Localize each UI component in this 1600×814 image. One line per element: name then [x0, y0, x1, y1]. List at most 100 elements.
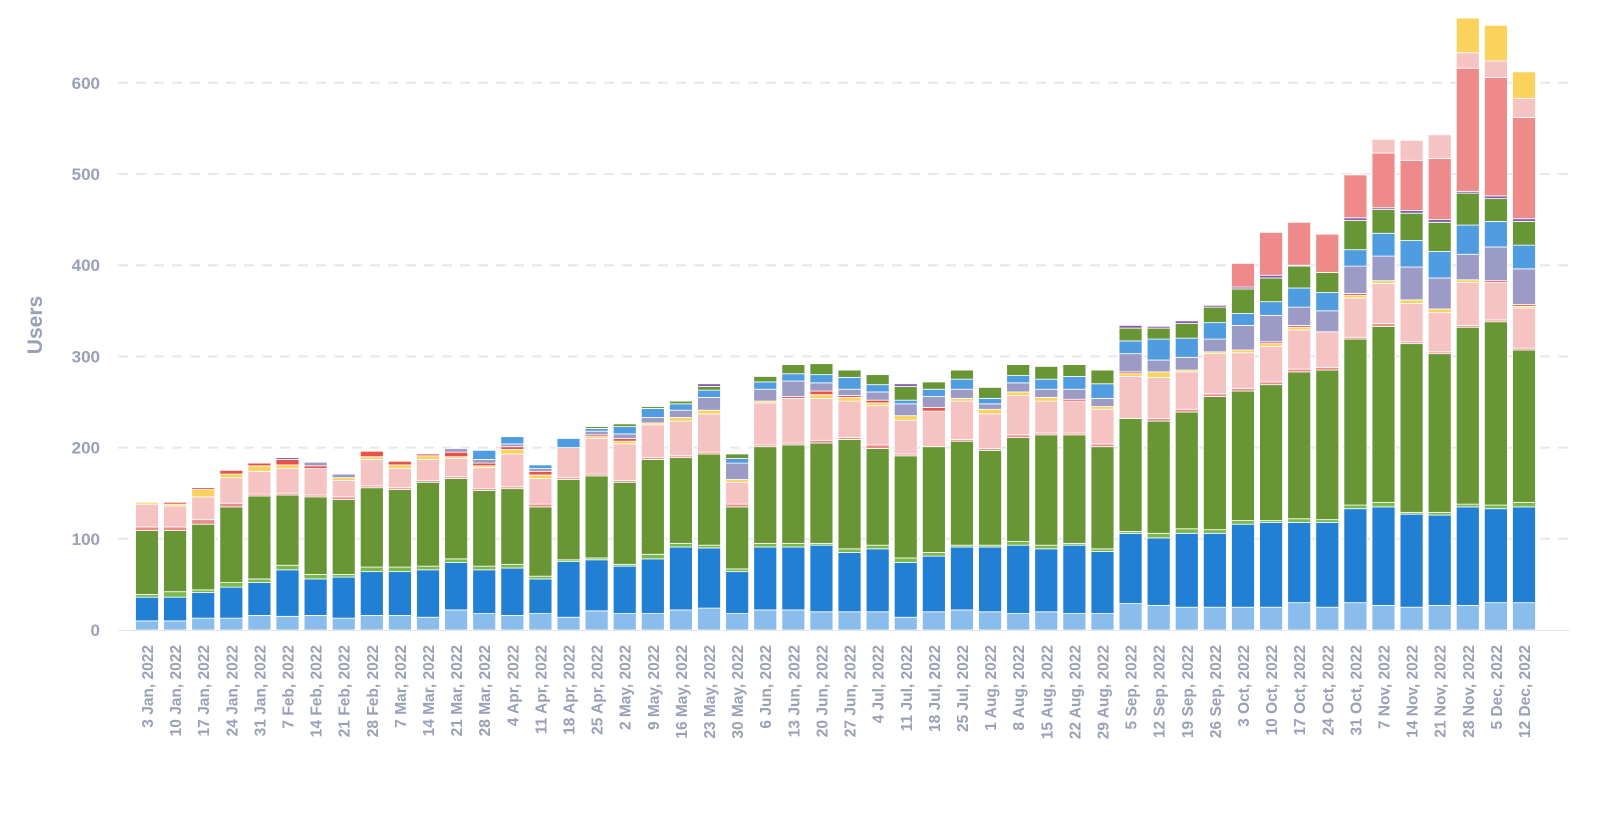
bar-segment-series-11[interactable] [275, 457, 300, 460]
bar-segment-series-5[interactable] [865, 405, 890, 446]
bar-segment-series-13[interactable] [1512, 97, 1536, 118]
bar-segment-series-6[interactable] [1146, 371, 1171, 378]
bar-segment-series-0[interactable] [1006, 613, 1031, 631]
bar-segment-series-6[interactable] [865, 402, 890, 407]
bar-segment-series-3[interactable] [163, 530, 188, 593]
bar-segment-series-5[interactable] [725, 481, 750, 505]
bar-segment-series-2[interactable] [135, 594, 159, 598]
bar-segment-series-1[interactable] [556, 561, 581, 618]
bar-segment-series-1[interactable] [753, 546, 778, 611]
bar-segment-series-2[interactable] [163, 591, 188, 598]
bar-segment-series-14[interactable] [1512, 71, 1536, 99]
bar-segment-series-11[interactable] [1483, 195, 1508, 200]
bar-segment-series-10[interactable] [697, 386, 721, 391]
bar-segment-series-4[interactable] [1231, 387, 1255, 392]
bar-segment-series-3[interactable] [725, 506, 750, 570]
bar-segment-series-3[interactable] [837, 438, 862, 550]
bar-segment-series-1[interactable] [331, 576, 356, 619]
bar-segment-series-2[interactable] [669, 542, 693, 548]
bar-segment-series-1[interactable] [612, 565, 637, 614]
bar-segment-series-1[interactable] [1062, 544, 1087, 614]
bar-segment-series-1[interactable] [978, 546, 1002, 613]
bar-segment-series-5[interactable] [697, 413, 721, 453]
bar-segment-series-8[interactable] [528, 468, 553, 472]
bar-segment-series-0[interactable] [219, 617, 244, 631]
bar-segment-series-3[interactable] [444, 478, 469, 560]
bar-segment-series-6[interactable] [388, 464, 412, 469]
bar-segment-series-12[interactable] [1287, 221, 1312, 266]
bar-segment-series-0[interactable] [612, 613, 637, 631]
bar-stack[interactable] [669, 400, 693, 631]
bar-segment-series-12[interactable] [1483, 76, 1508, 197]
bar-segment-series-3[interactable] [219, 506, 244, 583]
bar-segment-series-9[interactable] [893, 399, 918, 405]
bar-segment-series-9[interactable] [697, 389, 721, 398]
bar-stack[interactable] [275, 457, 300, 631]
bar-segment-series-9[interactable] [1371, 232, 1396, 257]
bar-segment-series-6[interactable] [331, 477, 356, 481]
bar-segment-series-2[interactable] [725, 568, 750, 573]
bar-segment-series-8[interactable] [893, 403, 918, 417]
bar-segment-series-8[interactable] [1006, 382, 1031, 393]
bar-stack[interactable] [163, 501, 188, 631]
bar-segment-series-2[interactable] [331, 573, 356, 578]
bar-segment-series-7[interactable] [219, 469, 244, 475]
bar-segment-series-2[interactable] [1231, 520, 1255, 525]
bar-segment-series-9[interactable] [669, 403, 693, 411]
bar-segment-series-0[interactable] [1146, 604, 1171, 631]
bar-segment-series-2[interactable] [1343, 504, 1368, 510]
bar-stack[interactable] [1006, 364, 1031, 631]
bar-segment-series-12[interactable] [1231, 262, 1255, 288]
bar-segment-series-1[interactable] [1006, 544, 1031, 614]
bar-segment-series-5[interactable] [275, 468, 300, 494]
bar-segment-series-8[interactable] [1427, 277, 1452, 310]
bar-segment-series-7[interactable] [444, 451, 469, 458]
bar-segment-series-4[interactable] [1146, 418, 1171, 422]
bar-segment-series-1[interactable] [893, 562, 918, 618]
bar-segment-series-0[interactable] [1090, 613, 1115, 631]
bar-segment-series-11[interactable] [1399, 210, 1424, 214]
bar-segment-series-1[interactable] [1512, 506, 1536, 604]
bar-segment-series-3[interactable] [1512, 349, 1536, 503]
bar-segment-series-3[interactable] [1062, 434, 1087, 544]
bar-segment-series-1[interactable] [669, 546, 693, 611]
bar-segment-series-3[interactable] [528, 506, 553, 577]
bar-segment-series-2[interactable] [1512, 501, 1536, 508]
bar-segment-series-1[interactable] [191, 592, 216, 619]
bar-segment-series-3[interactable] [584, 475, 609, 559]
bar-segment-series-1[interactable] [809, 544, 834, 613]
bar-stack[interactable] [893, 383, 918, 631]
bar-segment-series-0[interactable] [1287, 602, 1312, 631]
bar-segment-series-0[interactable] [275, 615, 300, 631]
bar-segment-series-6[interactable] [697, 409, 721, 415]
bar-segment-series-6[interactable] [1287, 326, 1312, 331]
bar-segment-series-10[interactable] [809, 363, 834, 376]
bar-segment-series-6[interactable] [1427, 308, 1452, 314]
bar-stack[interactable] [556, 438, 581, 631]
bar-segment-series-5[interactable] [303, 468, 328, 496]
bar-segment-series-1[interactable] [1399, 513, 1424, 608]
bar-segment-series-5[interactable] [1455, 282, 1480, 326]
bar-segment-series-7[interactable] [303, 465, 328, 469]
bar-segment-series-5[interactable] [1146, 376, 1171, 419]
bar-segment-series-1[interactable] [584, 559, 609, 612]
bar-segment-series-6[interactable] [1034, 397, 1059, 402]
bar-segment-series-10[interactable] [950, 369, 974, 380]
bar-segment-series-2[interactable] [247, 578, 272, 583]
bar-segment-series-1[interactable] [1483, 508, 1508, 604]
bar-segment-series-9[interactable] [753, 381, 778, 390]
bar-segment-series-7[interactable] [472, 462, 497, 467]
bar-segment-series-9[interactable] [1118, 340, 1143, 355]
bar-segment-series-3[interactable] [247, 495, 272, 580]
bar-segment-series-0[interactable] [893, 616, 918, 631]
bar-segment-series-3[interactable] [1343, 338, 1368, 506]
bar-segment-series-1[interactable] [1231, 523, 1255, 608]
bar-segment-series-4[interactable] [219, 502, 244, 508]
bar-segment-series-10[interactable] [1483, 198, 1508, 222]
bar-segment-series-10[interactable] [1062, 364, 1087, 377]
bar-segment-series-2[interactable] [921, 552, 946, 557]
bar-segment-series-7[interactable] [921, 407, 946, 412]
bar-segment-series-9[interactable] [1287, 287, 1312, 308]
bar-segment-series-9[interactable] [1146, 338, 1171, 361]
bar-segment-series-1[interactable] [247, 582, 272, 616]
